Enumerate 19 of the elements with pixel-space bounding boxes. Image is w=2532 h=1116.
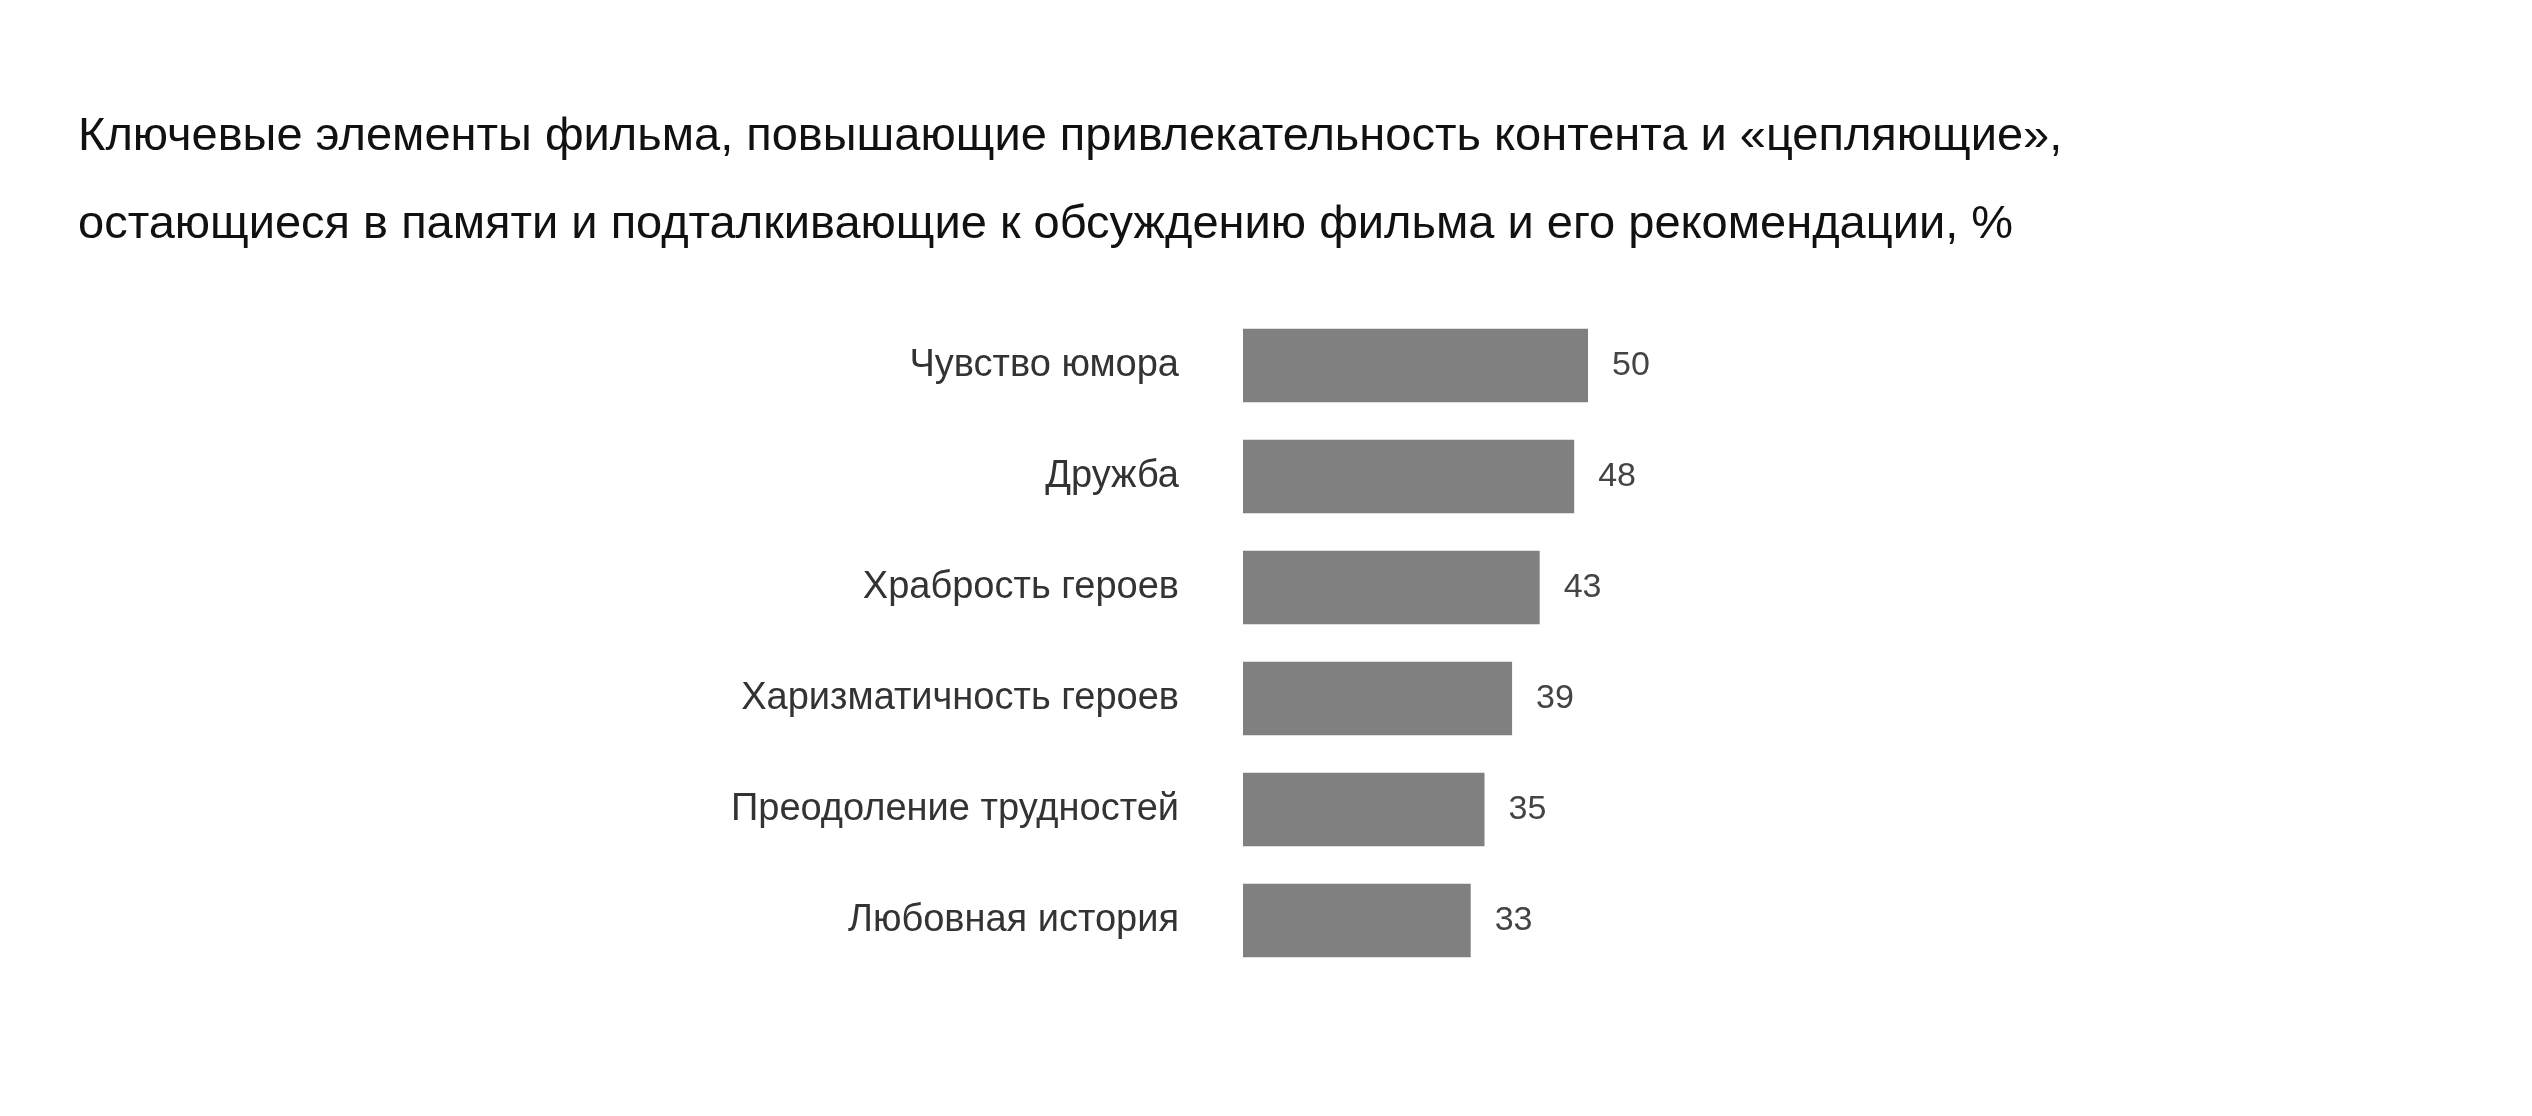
- data-label: 50: [1612, 343, 1650, 382]
- data-label: 39: [1536, 676, 1574, 715]
- data-label: 48: [1598, 454, 1637, 493]
- bar: [1243, 883, 1471, 958]
- y-tick-label: Харизматичность героев: [741, 674, 1179, 717]
- y-tick-label: Дружба: [1045, 452, 1180, 495]
- bar: [1243, 772, 1485, 847]
- data-label: 35: [1508, 787, 1547, 826]
- data-label: 33: [1494, 898, 1533, 937]
- bar: [1243, 661, 1513, 736]
- chart-title: Ключевые элементы фильма, повышающие привлекательность контента и «цепляющие», остающиеся в памяти и подталкивающие к обсуждению фильма и его рекомендации, %: [78, 106, 2063, 250]
- y-tick-label: Любовная история: [847, 896, 1179, 939]
- data-label: 43: [1563, 565, 1602, 604]
- y-tick-label: Храбрость героев: [862, 563, 1179, 606]
- bar: [1243, 439, 1575, 514]
- bar: [1243, 550, 1540, 625]
- y-tick-label: Преодоление трудностей: [730, 785, 1179, 828]
- y-tick-label: Чувство юмора: [909, 341, 1180, 384]
- bar: [1243, 328, 1588, 403]
